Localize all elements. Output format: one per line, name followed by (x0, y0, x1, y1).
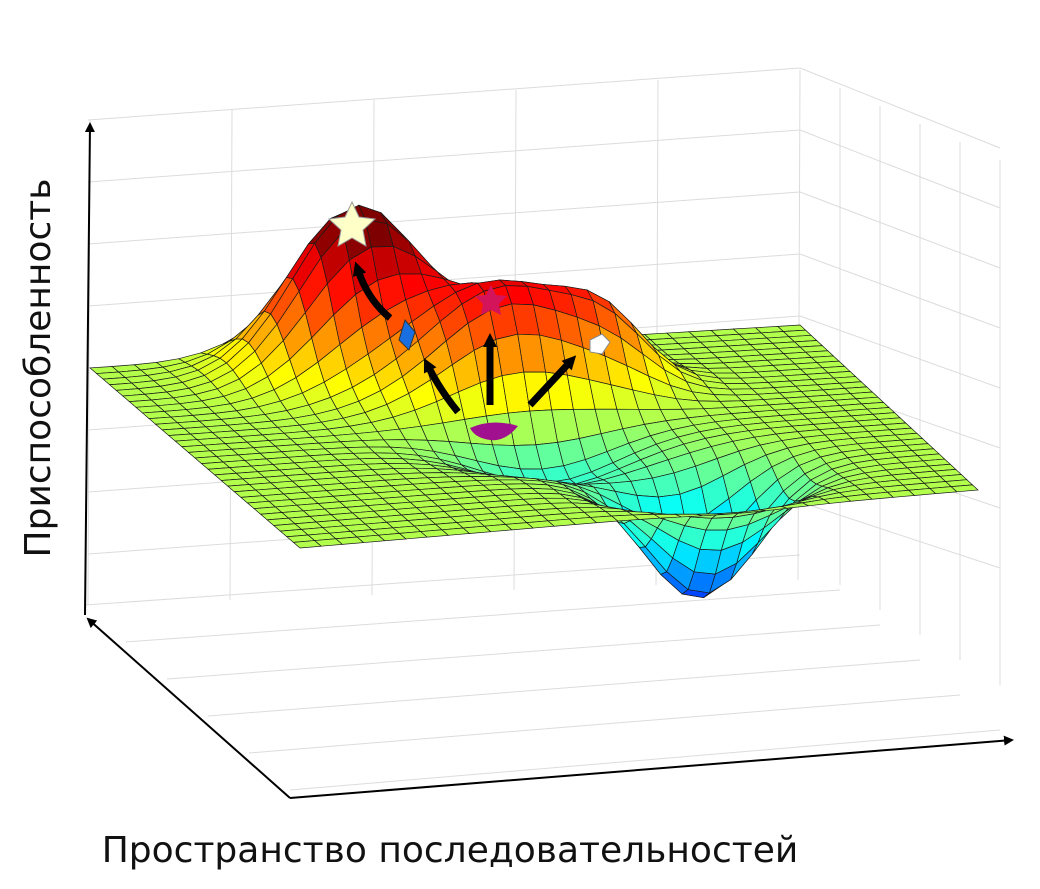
grid-line (799, 129, 1001, 209)
grid-line (799, 315, 1001, 389)
grid-line (207, 659, 921, 717)
grid-line (289, 729, 1001, 791)
grid-line (166, 624, 881, 680)
grid-line (87, 191, 801, 245)
grid-line (799, 191, 1001, 269)
grid-line (799, 253, 1001, 329)
y-axis-label: Приспособленность (18, 179, 59, 558)
grid-line (87, 129, 801, 183)
grid-line (248, 694, 961, 754)
markers (327, 200, 611, 441)
x-axis-label: Пространство последовательностей (102, 830, 799, 871)
grid-line (799, 67, 1001, 149)
grid-line (799, 501, 1001, 569)
grid-line (87, 67, 801, 121)
axis-arrows (84, 122, 1014, 799)
surface (89, 204, 979, 599)
grid-line (125, 589, 841, 643)
surface-patch (950, 484, 979, 493)
